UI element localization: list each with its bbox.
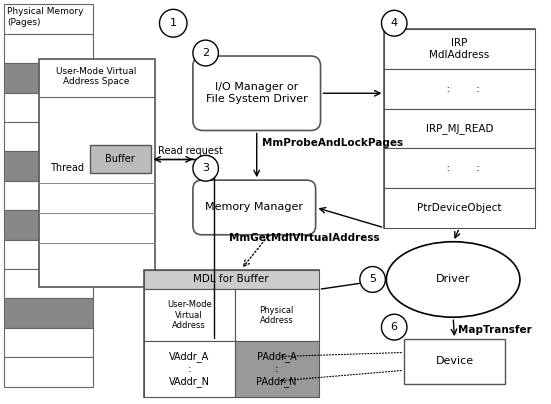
Bar — [39, 59, 155, 287]
FancyBboxPatch shape — [193, 180, 316, 235]
Text: IRP
MdlAddress: IRP MdlAddress — [429, 38, 490, 60]
Bar — [4, 269, 93, 299]
Circle shape — [193, 40, 218, 66]
Text: MmProbeAndLockPages: MmProbeAndLockPages — [262, 139, 403, 148]
Bar — [4, 93, 93, 122]
Text: Read request: Read request — [158, 146, 223, 156]
Bar — [4, 63, 93, 93]
Text: User-Mode
Virtual
Address: User-Mode Virtual Address — [167, 300, 212, 330]
Circle shape — [381, 11, 407, 36]
Bar — [385, 188, 534, 228]
Bar — [235, 341, 318, 397]
Ellipse shape — [386, 242, 520, 317]
Text: PAddr_A: PAddr_A — [257, 351, 296, 362]
Text: :        :: : : — [440, 84, 479, 94]
Bar — [385, 109, 534, 148]
Text: Driver: Driver — [436, 274, 471, 284]
Text: 1: 1 — [170, 18, 177, 28]
Bar — [144, 341, 235, 397]
Bar — [385, 29, 534, 228]
Bar — [4, 34, 93, 63]
Text: User-Mode Virtual
Address Space: User-Mode Virtual Address Space — [56, 67, 137, 86]
Text: PAddr_N: PAddr_N — [256, 376, 297, 387]
Text: 5: 5 — [369, 274, 376, 284]
Bar — [385, 148, 534, 188]
Text: Physical
Address: Physical Address — [260, 305, 294, 325]
Bar — [385, 29, 534, 69]
Bar — [4, 181, 93, 210]
Bar — [144, 269, 318, 397]
Bar — [235, 289, 318, 341]
Bar — [4, 299, 93, 328]
Text: :        :: : : — [440, 163, 479, 173]
Circle shape — [193, 155, 218, 181]
Bar — [90, 145, 150, 173]
Bar — [4, 122, 93, 152]
Text: I/O Manager or
File System Driver: I/O Manager or File System Driver — [206, 82, 307, 104]
Bar — [385, 69, 534, 109]
Circle shape — [159, 9, 187, 37]
Text: IRP_MJ_READ: IRP_MJ_READ — [426, 123, 493, 134]
Bar — [404, 339, 505, 384]
Text: 3: 3 — [202, 163, 209, 173]
Text: MDL for Buffer: MDL for Buffer — [193, 274, 269, 284]
Text: Device: Device — [435, 356, 474, 366]
Text: 4: 4 — [391, 18, 398, 28]
Text: Buffer: Buffer — [105, 154, 135, 164]
Bar — [4, 357, 93, 387]
Text: VAddr_A: VAddr_A — [169, 351, 209, 362]
Text: 6: 6 — [391, 322, 398, 332]
Text: PtrDeviceObject: PtrDeviceObject — [417, 203, 502, 213]
Bar — [144, 289, 235, 341]
Text: 2: 2 — [202, 48, 209, 58]
Text: Thread: Thread — [51, 163, 84, 173]
Circle shape — [381, 314, 407, 340]
Bar — [4, 4, 93, 34]
Text: :: : — [275, 364, 278, 374]
Text: :: : — [187, 364, 191, 374]
Circle shape — [360, 267, 385, 292]
Text: Memory Manager: Memory Manager — [206, 202, 303, 213]
Bar — [4, 210, 93, 240]
Bar — [4, 152, 93, 181]
Bar — [144, 269, 318, 289]
FancyBboxPatch shape — [193, 56, 321, 130]
Text: VAddr_N: VAddr_N — [169, 376, 210, 387]
Text: MapTransfer: MapTransfer — [458, 325, 532, 335]
Text: Physical Memory
(Pages): Physical Memory (Pages) — [7, 7, 84, 27]
Text: MmGetMdlVirtualAddress: MmGetMdlVirtualAddress — [229, 233, 380, 243]
Bar — [4, 328, 93, 357]
Bar — [4, 240, 93, 269]
